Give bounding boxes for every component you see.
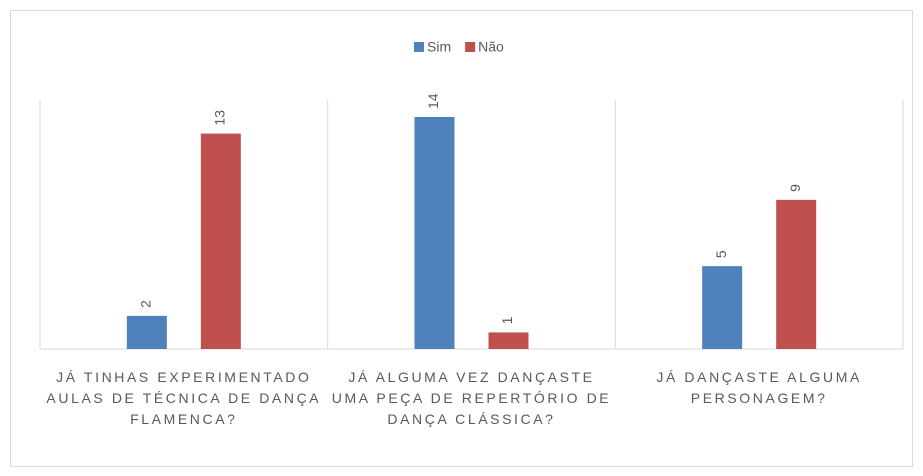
data-label: 14 — [425, 93, 441, 109]
legend-label: Sim — [427, 39, 451, 55]
legend-swatch — [465, 42, 476, 52]
chart-border — [10, 10, 913, 467]
data-label: 1 — [499, 316, 515, 324]
data-label: 5 — [713, 250, 729, 258]
legend-label: Não — [478, 39, 504, 55]
bar — [776, 199, 817, 349]
x-tick-label: JÁ DANÇASTE ALGUMA PERSONAGEM? — [656, 369, 862, 406]
data-label: 9 — [787, 184, 803, 192]
x-tick-label: JÁ ALGUMA VEZ DANÇASTE UMA PEÇA DE REPER… — [331, 369, 612, 427]
x-tick-label: JÁ TINHAS EXPERIMENTADO AULAS DE TÉCNICA… — [46, 369, 322, 427]
bar — [414, 117, 455, 349]
legend-swatch — [414, 42, 424, 52]
bar — [126, 315, 167, 349]
data-label: 13 — [212, 110, 228, 126]
bar — [488, 332, 529, 349]
bar — [200, 133, 241, 349]
bar — [702, 266, 743, 349]
data-label: 2 — [138, 300, 154, 308]
